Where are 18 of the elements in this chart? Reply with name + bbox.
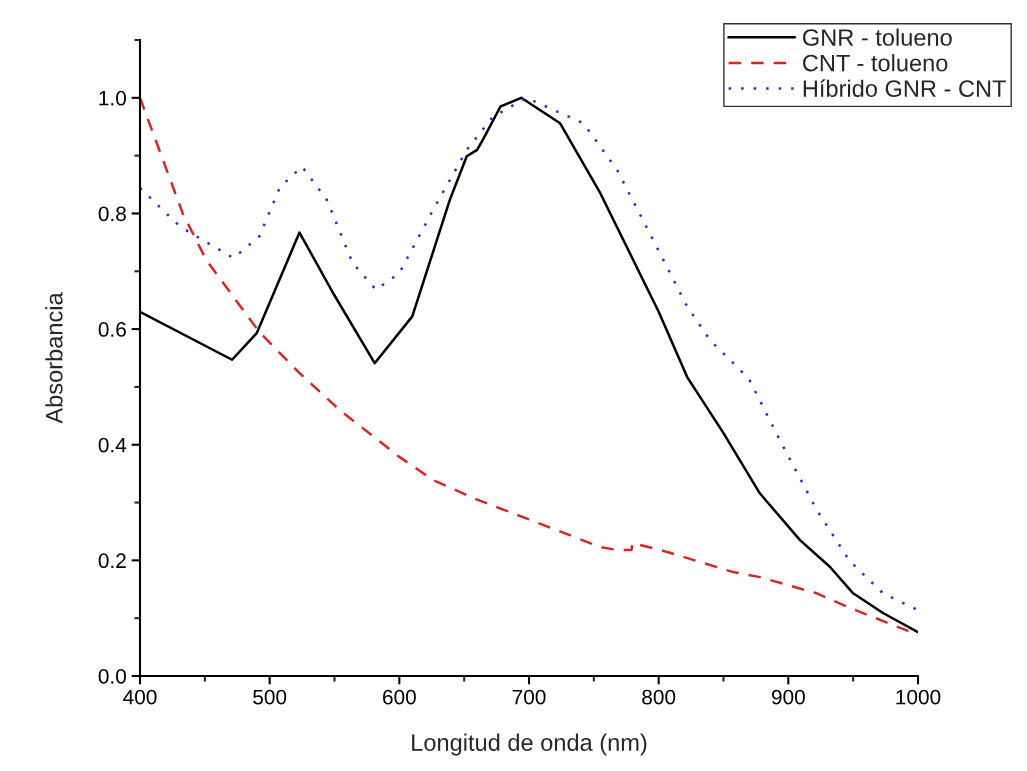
legend-label: Híbrido GNR - CNT [803,79,1006,97]
x-tick-label: 1000 [896,689,941,705]
x-tick-label: 700 [512,689,546,705]
y-tick-label: 0.4 [98,437,127,453]
x-tick-label: 600 [383,689,416,705]
y-tick-label: 1.0 [99,90,126,106]
y-tick-label: 0.8 [98,206,126,222]
x-tick-label: 500 [253,689,287,705]
y-axis-title: Absorbancia [45,292,63,424]
legend-label: CNT - tolueno [803,54,948,72]
y-tick-label: 0.0 [98,669,126,684]
x-tick-label: 900 [771,689,805,705]
y-tick-label: 0.6 [98,322,126,337]
legend-label: GNR - tolueno [803,28,952,46]
x-tick-label: 800 [642,689,676,705]
y-tick-label: 0.2 [98,553,126,569]
x-axis-title: Longitud de onda (nm) [412,733,647,756]
x-tick-label: 400 [123,689,157,705]
